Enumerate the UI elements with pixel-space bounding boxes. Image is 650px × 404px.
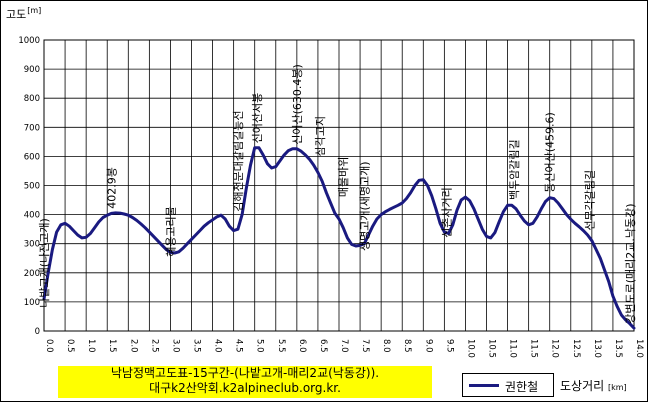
series-line (42, 146, 636, 330)
x-tick-label: 11.5 (529, 339, 539, 358)
legend-swatch (469, 384, 499, 387)
peak-label: 매물바위 (337, 157, 350, 197)
x-tick-label: 0.5 (65, 339, 75, 353)
x-tick-label: 8.0 (381, 339, 391, 353)
x-tick-label: 8.5 (402, 339, 412, 353)
x-tick-label: 9.5 (444, 339, 454, 353)
x-tick-label: 2.0 (128, 339, 138, 353)
x-axis-title-text: 도상거리 (560, 379, 605, 393)
x-tick-label: 11.0 (508, 339, 518, 358)
y-tick-label: 600 (24, 152, 40, 162)
x-axis-title: 도상거리 [km] (560, 377, 627, 394)
peak-label: 생명고개(새명고개) (358, 161, 371, 251)
y-axis-title: 고도[m] (6, 6, 41, 21)
caption-line-2: 대구k2산악회.k2alpineclub.org.kr. (149, 381, 341, 395)
y-tick-label: 400 (24, 211, 40, 221)
x-tick-label: 7.5 (360, 339, 370, 353)
peak-label: 동신어산(459.6) (544, 112, 557, 193)
y-tick-label: 0 (35, 327, 40, 337)
chart-legend: 권한철 (462, 373, 554, 397)
y-tick-labels: 0 100 200 300 400 500 600 700 800 900 1000 (18, 36, 40, 337)
peak-label: 강변도로(매리2교.낙동강) (624, 203, 637, 323)
peak-label: 백두암갈림길 (507, 139, 521, 200)
x-tick-label: 1.0 (86, 339, 96, 353)
x-tick-label: 14.0 (634, 339, 644, 358)
chart-caption: 낙남정맥고도표-15구간-(나밭고개-매리2교(낙동강)). 대구k2산악회.k… (58, 366, 432, 398)
x-tick-label: 10.5 (487, 339, 497, 358)
peak-label: 삼각고지 (314, 116, 327, 156)
peak-label: 선무각갈림길 (583, 170, 597, 231)
x-tick-label: 13.5 (613, 339, 623, 358)
x-tick-label: 4.5 (234, 339, 244, 353)
x-tick-label: 2.5 (149, 339, 159, 353)
y-tick-label: 1000 (18, 36, 40, 46)
peak-label: 신촌사거리 (440, 187, 453, 238)
x-tick-label: 9.0 (423, 339, 433, 353)
x-axis-unit: [km] (608, 383, 627, 392)
y-tick-label: 100 (24, 298, 40, 308)
plot-border (43, 39, 635, 332)
peak-label: 신어산서봉 (251, 93, 264, 144)
x-tick-labels: 0.0 0.5 1.0 1.5 2.0 2.5 3.0 3.5 4.0 4.5 5.0 5.5 6.0 6… (44, 339, 644, 358)
y-tick-label: 800 (24, 94, 40, 104)
x-tick-label: 13.0 (592, 339, 602, 358)
y-tick-label: 700 (24, 123, 40, 133)
x-tick-label: 10.0 (465, 339, 475, 358)
x-tick-label: 7.0 (339, 339, 349, 353)
peak-label: 혜용고리물 (164, 206, 177, 257)
x-tick-label: 4.0 (213, 339, 223, 353)
x-tick-label: 12.0 (550, 339, 560, 358)
x-tick-label: 12.5 (571, 339, 581, 358)
x-tick-label: 5.0 (255, 339, 265, 353)
y-tick-label: 500 (24, 182, 40, 192)
peak-label: 나밭고개(나전고개) (38, 218, 51, 308)
x-tick-label: 3.5 (192, 339, 202, 353)
x-tick-label: 5.5 (276, 339, 286, 353)
peak-label: 402.9봉 (105, 167, 118, 209)
x-tick-label: 6.5 (318, 339, 328, 353)
x-tick-label: 0.0 (44, 339, 54, 353)
caption-line-1: 낙남정맥고도표-15구간-(나밭고개-매리2교(낙동강)). (110, 366, 380, 380)
peak-label: 신어산(630.4봉) (291, 64, 304, 145)
legend-label: 권한철 (505, 380, 539, 394)
y-tick-label: 900 (24, 65, 40, 75)
x-tick-label: 3.0 (170, 339, 180, 353)
y-tick-label: 300 (24, 240, 40, 250)
x-tick-label: 1.5 (107, 339, 117, 353)
x-tick-label: 6.0 (297, 339, 307, 353)
peak-label: 김해천문대갈림길능선 (231, 110, 245, 211)
y-tick-label: 200 (24, 269, 40, 279)
